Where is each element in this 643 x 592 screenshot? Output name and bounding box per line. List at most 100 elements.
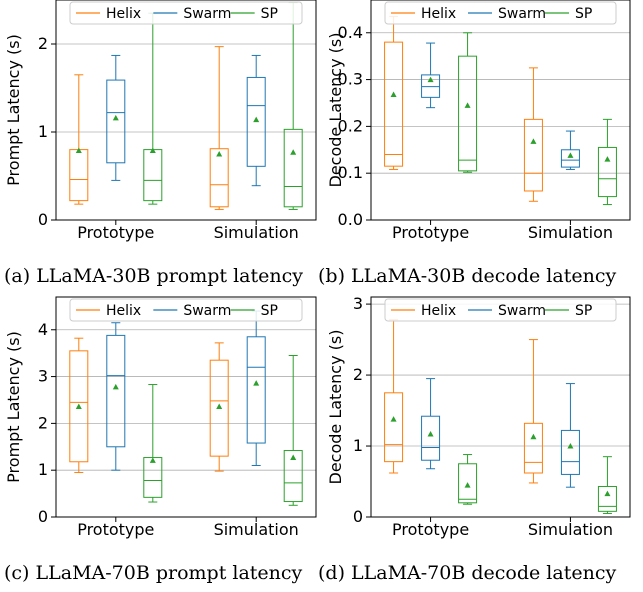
box-body xyxy=(384,41,404,167)
box-body xyxy=(283,450,303,503)
box-body xyxy=(384,392,404,463)
mean-marker xyxy=(604,156,611,162)
plot-area xyxy=(384,15,617,206)
mean-marker xyxy=(290,454,297,461)
y-tick-label: 3 xyxy=(38,367,48,386)
box-body xyxy=(458,55,478,172)
box-helix-prototype xyxy=(384,319,404,474)
mean-marker xyxy=(149,457,156,463)
box-body xyxy=(106,334,126,448)
box-body xyxy=(283,128,303,208)
box-swarm-simulation xyxy=(246,54,266,187)
box-helix-simulation xyxy=(209,46,229,210)
box-helix-prototype xyxy=(69,74,89,205)
box-body xyxy=(458,463,478,504)
box-helix-simulation xyxy=(209,342,229,472)
y-tick-label: 0 xyxy=(353,507,363,526)
box-helix-prototype xyxy=(384,15,404,170)
y-axis-label: Decode Latency (s) xyxy=(326,330,345,485)
legend: Helix Swarm SP xyxy=(69,298,303,322)
legend-label-swarm: Swarm xyxy=(183,6,231,22)
box-swarm-prototype xyxy=(106,322,126,471)
y-tick-label: 1 xyxy=(353,436,363,455)
box-body xyxy=(560,149,580,168)
box-body xyxy=(209,148,229,208)
legend-label-helix: Helix xyxy=(106,303,141,319)
plot-area xyxy=(69,310,303,506)
x-tick-label: Simulation xyxy=(214,520,299,539)
y-tick-label: 0.4 xyxy=(338,23,363,42)
legend: Helix Swarm SP xyxy=(384,1,617,25)
box-body xyxy=(421,415,441,461)
box-body xyxy=(246,76,266,167)
y-tick-label: 3 xyxy=(353,294,363,313)
y-tick-label: 0 xyxy=(38,507,48,526)
mean-marker xyxy=(427,76,434,83)
legend-frame xyxy=(69,298,303,322)
box-body xyxy=(106,79,126,164)
y-tick-label: 2 xyxy=(38,34,48,53)
box-swarm-simulation xyxy=(560,130,580,170)
mean-marker xyxy=(604,490,611,497)
mean-marker xyxy=(567,152,574,158)
box-body xyxy=(597,485,617,512)
mean-marker xyxy=(112,383,119,390)
x-tick-label: Prototype xyxy=(392,520,469,539)
axes-frame xyxy=(55,296,317,518)
box-body xyxy=(143,149,163,202)
box-body xyxy=(143,457,163,498)
box-swarm-simulation xyxy=(246,310,266,467)
mean-marker xyxy=(390,416,397,422)
chart-panel-d: 0 1 2 3 Prototype Simulation Decode Latency (s… xyxy=(326,294,631,539)
y-tick-label: 2 xyxy=(353,365,363,384)
legend: Helix Swarm SP xyxy=(69,1,303,25)
plot-area xyxy=(69,2,303,210)
mean-marker xyxy=(216,151,223,157)
legend-label-sp: SP xyxy=(261,6,278,22)
box-helix-simulation xyxy=(523,67,543,202)
mean-marker xyxy=(390,91,397,98)
mean-marker xyxy=(216,403,223,410)
legend-label-helix: Helix xyxy=(421,6,456,22)
legend-label-sp: SP xyxy=(575,303,592,319)
mean-marker xyxy=(253,116,260,123)
legend-label-swarm: Swarm xyxy=(498,303,546,319)
box-swarm-simulation xyxy=(560,383,580,488)
box-sp-prototype xyxy=(143,12,163,205)
mean-marker xyxy=(464,482,471,488)
mean-marker xyxy=(75,147,82,153)
box-body xyxy=(523,422,543,474)
x-tick-label: Prototype xyxy=(77,223,154,242)
legend-frame xyxy=(384,298,617,322)
box-sp-prototype xyxy=(458,32,478,173)
box-sp-simulation xyxy=(283,2,303,210)
x-tick-label: Simulation xyxy=(528,520,613,539)
box-helix-prototype xyxy=(69,337,89,474)
box-body xyxy=(246,336,266,444)
box-sp-prototype xyxy=(143,384,163,503)
box-sp-simulation xyxy=(597,456,617,514)
x-tick-label: Simulation xyxy=(528,223,613,242)
axes-frame xyxy=(370,296,631,518)
legend-label-sp: SP xyxy=(261,303,278,319)
y-axis-label: Prompt Latency (s) xyxy=(4,34,23,186)
axes-frame xyxy=(55,0,317,221)
caption-d: (d) LLaMA-70B decode latency xyxy=(318,562,616,584)
mean-marker xyxy=(253,380,260,386)
chart-panel-b: 0.0 0.1 0.2 0.3 0.4 Prototype Simulation Decode… xyxy=(326,0,631,242)
axes-frame xyxy=(370,0,631,221)
box-swarm-prototype xyxy=(421,42,441,109)
box-swarm-prototype xyxy=(106,54,126,181)
legend-label-swarm: Swarm xyxy=(498,6,546,22)
mean-marker xyxy=(427,430,434,437)
y-axis-label: Decode Latency (s) xyxy=(326,33,345,188)
mean-marker xyxy=(530,138,537,144)
box-body xyxy=(209,359,229,457)
mean-marker xyxy=(530,433,537,440)
legend: Helix Swarm SP xyxy=(384,298,617,322)
x-tick-label: Prototype xyxy=(392,223,469,242)
mean-marker xyxy=(75,403,82,410)
box-body xyxy=(597,146,617,198)
box-sp-simulation xyxy=(597,118,617,206)
legend-label-helix: Helix xyxy=(106,6,141,22)
